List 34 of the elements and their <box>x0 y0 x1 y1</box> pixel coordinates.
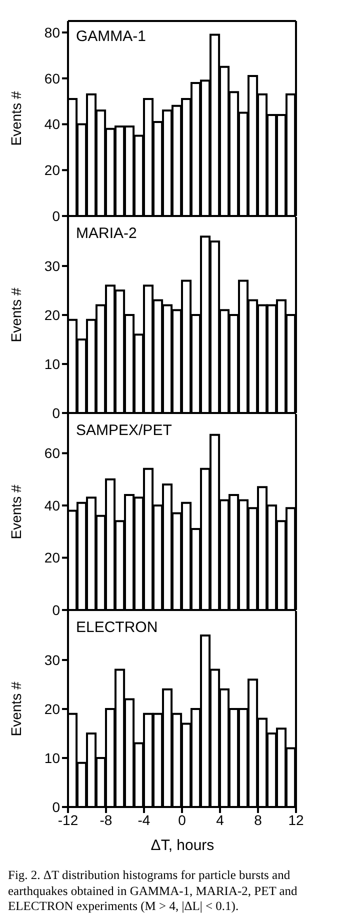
y-axis-title: Events # <box>8 682 24 736</box>
y-tick-label: 20 <box>44 306 60 323</box>
x-tick-label: 12 <box>288 812 304 828</box>
y-tick-label: 10 <box>44 356 60 372</box>
y-tick-label: 0 <box>52 602 60 618</box>
y-tick-label: 10 <box>44 750 60 766</box>
y-tick-label: 20 <box>44 700 60 717</box>
y-tick-label: 30 <box>44 652 60 668</box>
annotation: GAMMA-1 <box>76 28 146 45</box>
y-tick-label: 60 <box>44 70 60 86</box>
y-axis-title: Events # <box>8 91 24 146</box>
x-tick-label: 0 <box>178 812 186 828</box>
caption: Fig. 2. ΔT distribution histograms for particle bursts and earthquakes obtained in GAMMA-1, MARIA-2, PET and ELECTRON experiments (M > 4, |ΔL| < 0.1). <box>8 868 298 915</box>
y-tick-label: 20 <box>44 550 60 566</box>
annotation: MARIA-2 <box>76 225 137 242</box>
x-tick-label: -12 <box>58 812 78 828</box>
x-axis-title: ΔT, hours <box>150 837 216 854</box>
y-tick-label: 0 <box>52 798 60 815</box>
x-tick-label: 4 <box>216 812 224 828</box>
y-axis-title: Events # <box>8 484 24 540</box>
y-axis-title: Events # <box>8 288 24 342</box>
x-tick-label: -4 <box>138 812 150 828</box>
y-tick-label: 40 <box>44 497 60 514</box>
x-tick-label: 8 <box>254 812 262 828</box>
y-tick-label: 0 <box>52 208 60 224</box>
y-tick-label: 30 <box>44 258 60 274</box>
y-tick-label: 60 <box>44 445 60 462</box>
x-tick-label: -8 <box>100 812 112 828</box>
y-tick-label: 40 <box>44 116 60 132</box>
annotation: ELECTRON <box>76 619 158 636</box>
y-tick-label: 20 <box>44 162 60 178</box>
annotation: SAMPEX/PET <box>76 422 172 439</box>
y-tick-label: 0 <box>52 404 60 421</box>
y-tick-label: 80 <box>44 24 60 40</box>
